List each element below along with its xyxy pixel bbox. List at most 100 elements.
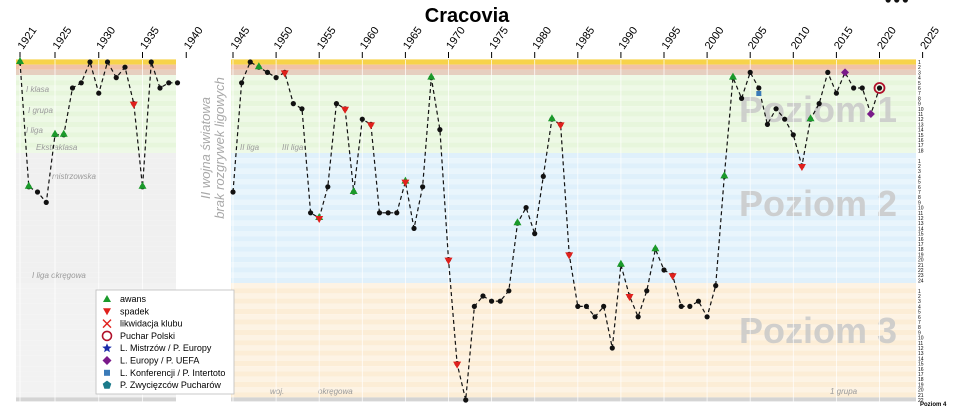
season-point (43, 199, 49, 205)
year-tick-label: 2000 (703, 25, 727, 52)
band-level3 (231, 288, 916, 294)
season-point (157, 85, 163, 91)
awans-marker (720, 171, 729, 179)
season-point (480, 293, 486, 299)
awans-marker (513, 218, 522, 226)
band-row (231, 69, 916, 75)
season-point (376, 210, 383, 216)
band-level2 (231, 205, 916, 211)
level-bands (16, 59, 916, 402)
spadek-marker (556, 122, 565, 130)
year-tick-label: 1921 (16, 25, 40, 52)
season-point (738, 95, 745, 101)
season-point (540, 173, 546, 179)
band-level2 (16, 241, 176, 247)
season-point (661, 267, 667, 273)
band-level1 (231, 85, 916, 91)
annotation: III liga (282, 143, 304, 152)
band-level1 (231, 75, 916, 81)
position-tick-label: 9 (918, 200, 921, 206)
legend-symbol (102, 319, 112, 329)
position-tick-label: 6 (918, 86, 921, 92)
position-ticks: 1234567891011121314151617181234567891011… (918, 60, 924, 404)
legend-label: L. Mistrzów / P. Europy (120, 343, 212, 353)
band-level2 (231, 179, 916, 185)
season-point (497, 298, 503, 304)
band-level3 (231, 381, 916, 387)
year-tick-label: 1995 (660, 25, 684, 52)
position-tick-label: 1 (918, 159, 921, 165)
position-tick-label: 13 (918, 351, 924, 357)
band-level1 (16, 85, 176, 91)
band-level3 (231, 329, 916, 335)
europy-marker (866, 110, 875, 118)
band-level2 (16, 153, 176, 159)
band-level3 (231, 371, 916, 377)
band-row (16, 59, 176, 65)
band-level3 (231, 319, 916, 325)
position-tick-label: 10 (918, 206, 924, 212)
band-level3 (231, 361, 916, 367)
band-level2 (16, 205, 176, 211)
position-tick-label: 6 (918, 185, 921, 191)
event-markers (16, 57, 886, 369)
position-tick-label: 11 (918, 112, 923, 118)
band-level3 (231, 355, 916, 361)
position-tick-label: 4 (918, 304, 921, 310)
position-tick-label: 8 (918, 195, 921, 201)
spadek-marker (444, 257, 453, 265)
season-point (264, 69, 271, 75)
band-level2 (231, 231, 916, 237)
position-tick-label: 19 (918, 382, 924, 388)
year-tick-label: 1950 (272, 25, 296, 52)
band-row (16, 69, 176, 75)
band-level2 (16, 262, 176, 268)
position-tick-label: 12 (918, 346, 924, 352)
band-level2 (16, 215, 176, 221)
band-level2 (231, 220, 916, 226)
spadek-marker (668, 273, 677, 281)
annotation: Ekstraklasa (36, 143, 78, 152)
band-level2 (231, 199, 916, 205)
position-tick-label: 2 (918, 164, 921, 170)
year-tick-label: 2015 (832, 25, 856, 52)
spadek-marker (565, 252, 574, 260)
season-point (411, 225, 417, 231)
awans-marker (349, 187, 358, 194)
season-point (833, 90, 840, 96)
season-point (532, 231, 538, 237)
band-level2 (231, 262, 916, 268)
band-level2 (231, 236, 916, 242)
poziom4-label: Poziom 4 (920, 402, 947, 408)
position-tick-label: 10 (918, 336, 924, 342)
awans-marker (59, 129, 68, 137)
season-point (902, 0, 908, 3)
band-level1 (16, 137, 176, 143)
season-point (609, 345, 615, 351)
band-level2 (16, 179, 176, 185)
puchar-marker (873, 82, 886, 94)
band-level2 (16, 257, 176, 263)
year-tick-label: 1960 (358, 25, 382, 52)
band-level2 (231, 168, 916, 174)
annotation: I grupa (28, 106, 53, 115)
season-point (359, 116, 365, 122)
season-point (747, 69, 753, 75)
awans-marker (728, 72, 737, 80)
season-point (148, 59, 154, 65)
band-level1 (231, 132, 916, 138)
spadek-marker (625, 294, 634, 301)
position-tick-label: 3 (918, 70, 921, 76)
band-level3 (231, 387, 916, 393)
band-level2 (16, 277, 176, 283)
band-level3 (231, 298, 916, 304)
band-level1 (16, 132, 176, 138)
legend-symbol (102, 380, 112, 389)
spadek-marker (280, 70, 289, 78)
war-note-line-1: II wojna światowa (198, 97, 213, 199)
band-level1 (231, 95, 916, 101)
position-tick-label: 9 (918, 102, 921, 108)
season-point (394, 210, 400, 216)
band-level1 (16, 106, 176, 112)
war-note: II wojna światowa brak rozgrywek ligowyc… (198, 77, 227, 219)
